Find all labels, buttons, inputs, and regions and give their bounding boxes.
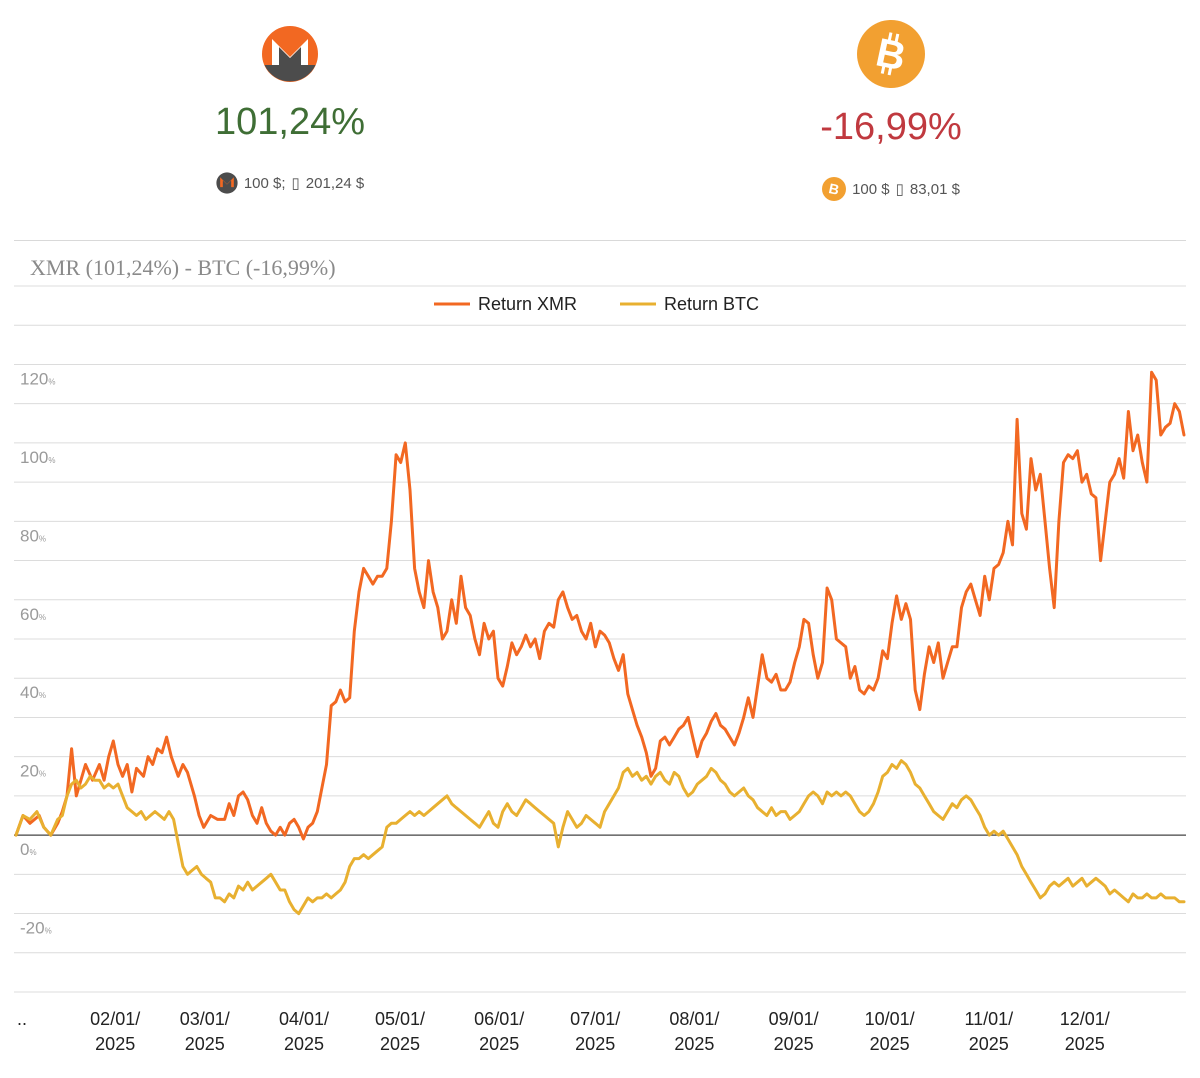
btc-invest-amount: 100 $ (852, 180, 890, 198)
xmr-summary: 101,24% 100 $; ▯ 201,24 $ (90, 25, 490, 194)
legend-label-xmr: Return XMR (478, 294, 577, 314)
x-tick-label: 07/01/2025 (570, 1009, 620, 1054)
x-tick-label: 09/01/2025 (769, 1009, 819, 1054)
bitcoin-logo-icon: B (857, 20, 925, 88)
monero-logo-icon (262, 26, 318, 82)
x-tick-label: 02/01/2025 (90, 1009, 140, 1054)
xmr-return-percent: 101,24% (214, 101, 365, 143)
btc-arrow-glyph: ▯ (895, 181, 904, 198)
legend-label-btc: Return BTC (664, 294, 759, 314)
xmr-investment-row: 100 $; ▯ 201,24 $ (90, 172, 490, 194)
series-line-btc (14, 759, 1186, 916)
btc-investment-row: B 100 $ ▯ 83,01 $ (691, 177, 1091, 201)
x-tick-label: 08/01/2025 (669, 1009, 719, 1054)
x-tick-label: .. (17, 1009, 27, 1029)
monero-small-icon (216, 172, 238, 194)
x-tick-label: 11/01/2025 (964, 1009, 1013, 1054)
x-tick-label: 10/01/2025 (865, 1009, 915, 1054)
return-line-chart: -20% 0% 20% 40% 60% 80% 100% 120%.. 02/01/2025 03… (14, 285, 1186, 1054)
y-tick-label: 40% (20, 683, 46, 702)
y-tick-label: 80% (20, 526, 46, 545)
btc-summary: B -16,99% B 100 $ ▯ 83,01 $ (691, 20, 1091, 201)
xmr-arrow-glyph: ▯ (291, 175, 300, 192)
x-tick-label: 06/01/2025 (474, 1009, 524, 1054)
chart-title: XMR (101,24%) - BTC (-16,99%) (30, 255, 336, 280)
y-tick-label: 100% (20, 448, 56, 467)
bitcoin-small-icon: B (822, 177, 847, 201)
x-tick-label: 04/01/2025 (279, 1009, 329, 1054)
y-tick-label: 20% (20, 762, 46, 781)
btc-return-percent: -16,99% (820, 106, 962, 148)
x-tick-label: 03/01/2025 (180, 1009, 230, 1054)
x-tick-label: 05/01/2025 (375, 1009, 425, 1054)
xmr-invest-amount: 100 $; (243, 174, 286, 192)
svg-text:B: B (827, 180, 840, 198)
y-tick-label: 120% (20, 369, 56, 388)
section-divider (14, 240, 1186, 241)
x-tick-label: 12/01/2025 (1060, 1009, 1110, 1054)
xmr-result-amount: 201,24 $ (305, 174, 365, 192)
y-tick-label: 0% (20, 840, 37, 859)
y-tick-label: -20% (20, 919, 52, 938)
btc-result-amount: 83,01 $ (909, 180, 960, 198)
y-tick-label: 60% (20, 605, 46, 624)
series-line-xmr (14, 370, 1186, 841)
